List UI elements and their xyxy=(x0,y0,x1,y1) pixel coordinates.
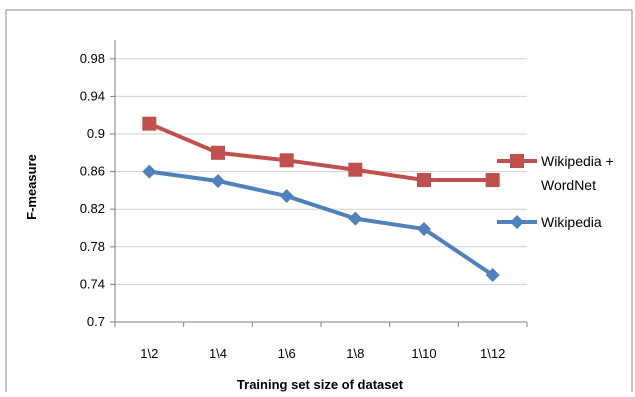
data-point xyxy=(485,173,500,188)
data-point xyxy=(211,174,225,188)
x-tick-label: 1\6 xyxy=(278,346,296,361)
y-tick-label: 0.7 xyxy=(87,314,105,329)
y-tick-labels: 0.7 0.74 0.78 0.82 0.86 0.9 0.94 0.98 xyxy=(80,51,105,329)
legend: Wikipedia + WordNet Wikipedia xyxy=(497,153,614,230)
data-point xyxy=(279,153,294,168)
data-point xyxy=(211,145,225,160)
series-line xyxy=(149,169,494,277)
data-point xyxy=(417,173,431,188)
legend-marker xyxy=(510,215,524,229)
y-tick-label: 0.98 xyxy=(80,51,105,66)
legend-item: Wikipedia + WordNet xyxy=(497,153,614,193)
series-1 xyxy=(142,116,500,188)
data-point xyxy=(348,211,363,226)
x-tick-label: 1\2 xyxy=(140,346,158,361)
series-line xyxy=(148,121,493,183)
y-tick-label: 0.74 xyxy=(80,276,105,291)
x-tick-label: 1\8 xyxy=(346,346,364,361)
legend-label: WordNet xyxy=(541,177,596,193)
data-point xyxy=(348,162,363,177)
y-axis-label: F-measure xyxy=(24,154,39,220)
data-point xyxy=(485,268,500,282)
x-tick-label: 1\10 xyxy=(411,346,436,361)
chart-border xyxy=(5,9,633,397)
legend-label: Wikipedia + xyxy=(541,153,614,169)
legend-marker xyxy=(510,154,524,168)
x-axis-label: Training set size of dataset xyxy=(237,377,404,392)
data-point xyxy=(279,189,294,204)
data-point xyxy=(142,116,157,131)
x-tick-labels: 1\2 1\4 1\6 1\8 1\10 1\12 xyxy=(140,346,505,361)
series-2 xyxy=(142,164,500,282)
y-tick-label: 0.82 xyxy=(80,201,105,216)
y-tick-label: 0.9 xyxy=(87,126,105,141)
series-group xyxy=(142,116,500,282)
x-tick-label: 1\12 xyxy=(480,346,505,361)
legend-label: Wikipedia xyxy=(541,214,602,230)
y-tick-label: 0.86 xyxy=(80,164,105,179)
axes xyxy=(110,40,528,327)
legend-item: Wikipedia xyxy=(497,214,602,230)
data-point xyxy=(417,221,431,236)
x-tick-label: 1\4 xyxy=(209,346,227,361)
y-tick-label: 0.94 xyxy=(80,88,105,103)
y-tick-label: 0.78 xyxy=(80,239,105,254)
data-point xyxy=(142,164,157,179)
